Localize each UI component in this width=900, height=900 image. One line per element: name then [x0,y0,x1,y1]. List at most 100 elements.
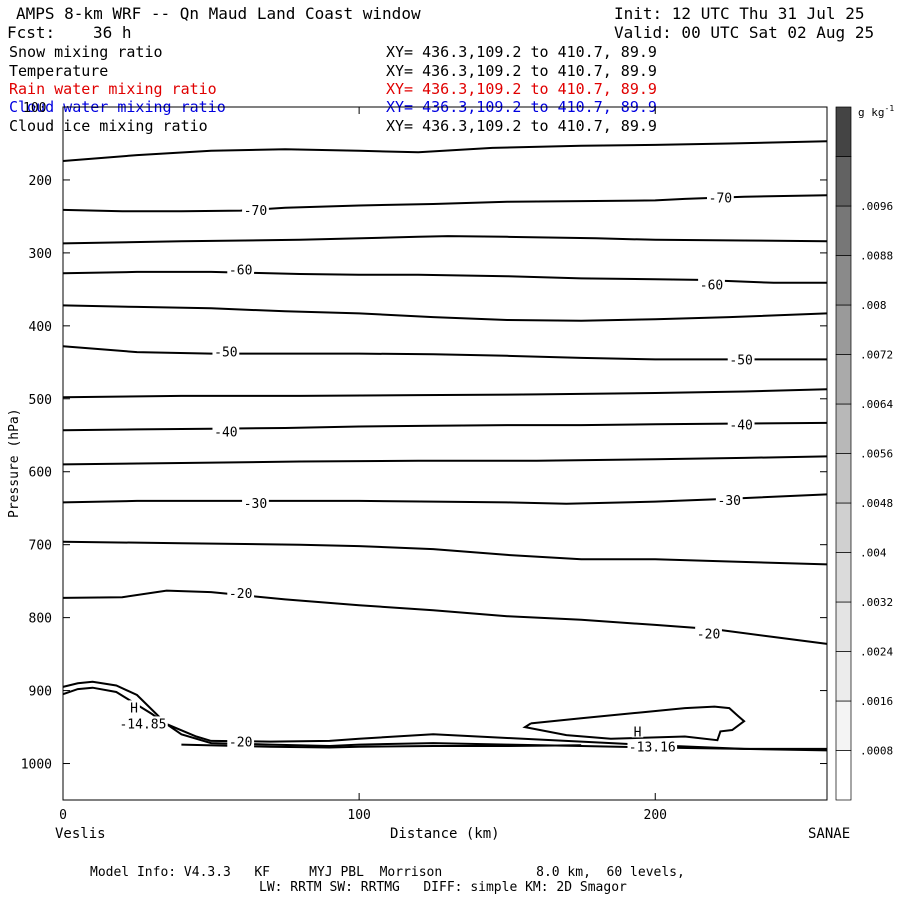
colorbar-label: .0056 [860,448,893,461]
contour-line [62,421,828,432]
contour-label-bg [242,496,269,510]
contour-label: -20 [229,736,252,751]
colorbar-swatch [835,453,852,504]
contour-label: -50 [729,353,752,368]
valid-time: Valid: 00 UTC Sat 02 Aug 25 [614,23,875,42]
field-xy: XY= 436.3,109.2 to 410.7, 89.9 [386,43,657,61]
init-time: Init: 12 UTC Thu 31 Jul 25 [614,4,865,23]
colorbar-swatch [835,502,852,553]
x-axis: 0 100 200 [59,107,667,823]
contour-label-bg [631,724,644,738]
y-tick-label: 300 [29,247,52,262]
colorbar-unit-exponent: -1 [885,104,895,113]
colorbar-label: .0096 [860,200,893,213]
temperature-contours [62,140,828,752]
plot-frame [62,106,828,801]
colorbar-swatch [835,403,852,454]
contour-label-bg [227,734,255,748]
contour-label: H [130,701,138,716]
colorbar-swatch [835,651,852,702]
x-endpoint-left: Veslis [55,826,106,842]
forecast-hour-label: Fcst: [7,23,56,42]
contour-line [62,140,828,162]
colorbar-swatch [835,700,852,751]
colorbar-label: .0032 [860,596,893,609]
contour-line [62,686,828,752]
contour-label-bg [706,190,734,204]
contour-label-bg [727,417,755,431]
model-info-line1: Model Info: V4.3.3 KF MYJ PBL Morrison 8… [90,865,685,880]
contour-label-bg [227,585,255,599]
colorbar-swatch [835,354,852,405]
colorbar-label: .008 [860,299,887,312]
contour-label-bg [627,739,678,753]
colorbar-label: .0064 [860,398,893,411]
contour-label: -13.16 [629,741,676,756]
y-tick-label: 100 [23,101,46,116]
colorbar-unit: g kg-1 [858,104,894,119]
field-xy: XY= 436.3,109.2 to 410.7, 89.9 [386,62,657,80]
field-name: Snow mixing ratio [9,43,163,61]
y-tick-label: 900 [29,685,52,700]
plot-title: AMPS 8-km WRF -- Qn Maud Land Coast wind… [16,4,421,23]
contour-line [62,589,828,645]
colorbar-label: .0088 [860,250,893,263]
y-tick-label: 400 [29,320,52,335]
contour-label-bg [695,626,722,640]
contour-label: -30 [718,494,741,509]
colorbar-swatch [835,156,852,207]
x-tick-label: 100 [347,808,370,823]
contour-label-bg [242,202,269,216]
colorbar-swatch [835,106,852,157]
colorbar-label: .0008 [860,745,893,758]
contour-line [62,235,828,245]
contour-label-bg [227,262,255,276]
y-tick-label: 700 [29,539,52,554]
field-name: Cloud ice mixing ratio [9,117,208,135]
colorbar-label: .0016 [860,695,893,708]
field-xy: XY= 436.3,109.2 to 410.7, 89.9 [386,117,657,135]
y-axis: 200 300 400 500 600 700 800 900 1000 [21,174,827,773]
colorbar-label: .0048 [860,497,893,510]
contour-labels: -70 -70 -60 -60 -50 -50 -40 -40 -30 -30 -20 -20 -20 H… [118,190,755,756]
contour-label: -20 [229,587,252,602]
contour-label: -14.85 [119,717,166,732]
y-axis-label: Pressure (hPa) [7,408,22,518]
contour-label: -30 [244,497,267,512]
contour-label: -40 [214,426,237,441]
contour-label-bg [727,352,755,366]
y-tick-label: 200 [29,174,52,189]
contour-label: -20 [697,628,720,643]
colorbar-swatch [835,750,852,801]
y-tick-label: 600 [29,466,52,481]
contour-line [62,194,828,213]
contour-label-bg [715,493,743,507]
x-tick-label: 200 [644,808,667,823]
contour-label: -40 [729,418,752,433]
x-axis-label: Distance (km) [390,826,500,842]
model-info-line2: LW: RRTM SW: RRTMG DIFF: simple KM: 2D S… [259,880,627,895]
colorbar: .0008 .0016 .0024 .0032 .004 .0048 .0056 .0064.… [835,106,893,801]
contour-label-bg [698,277,725,291]
colorbar-swatch [835,601,852,652]
field-name: Rain water mixing ratio [9,80,217,98]
y-tick-label: 1000 [21,758,52,773]
contour-line [522,705,746,742]
contour-label-bg [118,716,168,730]
field-xy: XY= 436.3,109.2 to 410.7, 89.9 [386,80,657,98]
contour-line [62,540,828,566]
contour-line [62,388,828,399]
contour-line [62,304,828,322]
x-endpoint-right: SANAE [808,826,850,842]
contour-label-bg [212,424,240,438]
contour-label: -70 [709,191,732,206]
colorbar-swatch [835,304,852,355]
colorbar-label: .004 [860,547,887,560]
y-tick-label: 500 [29,393,52,408]
x-tick-label: 0 [59,808,67,823]
colorbar-swatch [835,552,852,603]
contour-line [62,455,828,466]
field-name: Temperature [9,62,109,80]
y-tick-label: 800 [29,612,52,627]
contour-label: -70 [244,204,267,219]
